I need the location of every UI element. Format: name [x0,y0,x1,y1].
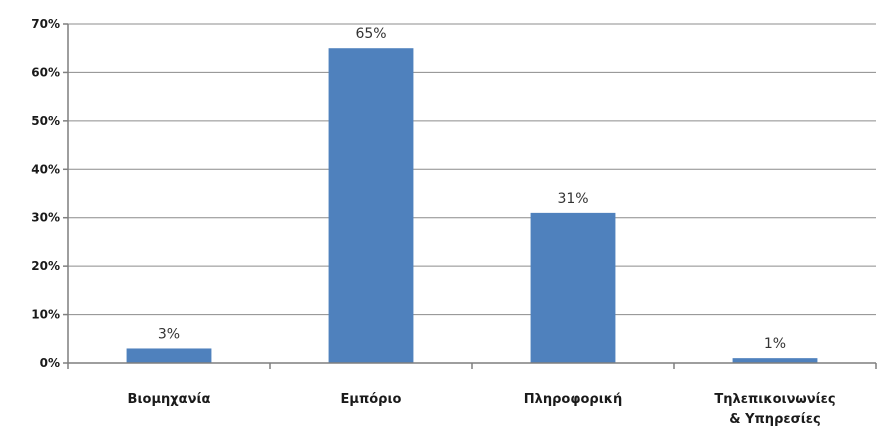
y-tick-label: 70% [31,17,60,31]
y-tick-label: 0% [40,356,60,370]
y-tick-label: 50% [31,114,60,128]
y-tick-label: 30% [31,211,60,225]
bar [328,48,414,363]
y-tick-label: 60% [31,65,60,79]
data-label: 3% [158,326,180,342]
y-tick-label: 20% [31,259,60,273]
axes [67,24,877,369]
x-axis-categories: Βιομηχανία Εμπόριο Πληροφορική Τηλεπικοινων… [128,392,836,427]
data-label: 1% [764,336,786,352]
gridlines [63,23,876,364]
x-category-label: Πληροφορική [524,392,623,407]
x-category-label: Εμπόριο [341,392,402,407]
bar [732,358,818,363]
y-tick-label: 10% [31,308,60,322]
x-category-label: & Υπηρεσίες [729,412,821,427]
y-tick-label: 40% [31,162,60,176]
x-category-label: Τηλεπικοινωνίες [714,392,835,407]
data-labels: 3% 65% 31% 1% [158,26,786,352]
data-label: 31% [557,191,588,207]
bar [126,348,212,363]
x-category-label: Βιομηχανία [128,392,211,407]
bar [530,212,616,363]
data-label: 65% [355,26,386,42]
bars [126,48,818,363]
y-axis-ticks: 0% 10% 20% 30% 40% 50% 60% 70% [31,17,60,370]
